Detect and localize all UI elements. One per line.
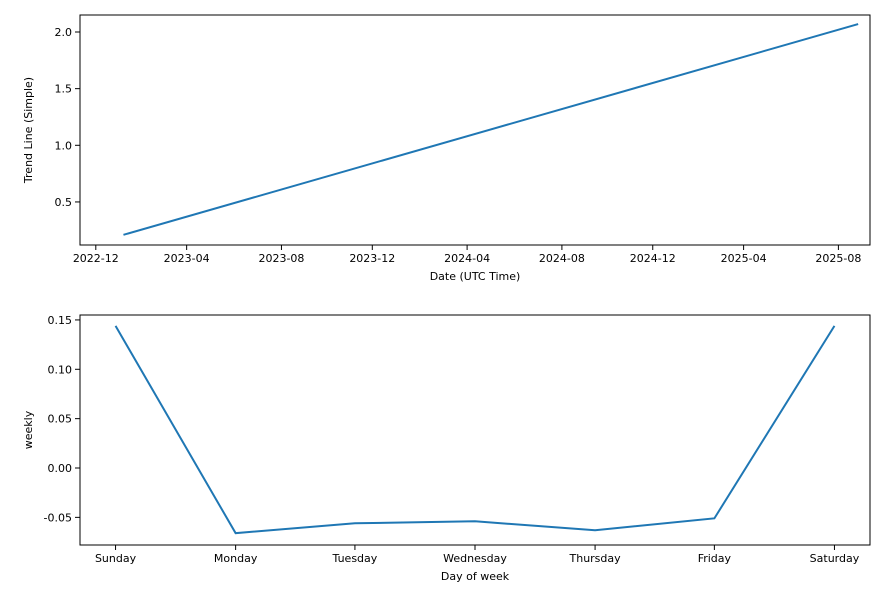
top_chart-ytick-label: 0.5 xyxy=(55,196,73,209)
top_chart-xtick-label: 2024-08 xyxy=(539,252,585,265)
bottom_chart-xlabel: Day of week xyxy=(441,570,510,583)
bottom_chart-xtick-label: Sunday xyxy=(95,552,137,565)
bottom_chart-xtick-label: Friday xyxy=(698,552,732,565)
top_chart-xlabel: Date (UTC Time) xyxy=(430,270,521,283)
bottom_chart-plot-border xyxy=(80,315,870,545)
top_chart-data-line xyxy=(123,24,858,235)
top_chart-xtick-label: 2025-08 xyxy=(815,252,861,265)
top_chart-xtick-label: 2025-04 xyxy=(721,252,767,265)
bottom_chart-ytick-label: 0.05 xyxy=(48,413,73,426)
bottom_chart-data-line xyxy=(116,326,835,533)
bottom_chart-ytick-label: 0.00 xyxy=(48,462,73,475)
top_chart-xtick-label: 2024-04 xyxy=(444,252,490,265)
bottom_chart-xtick-label: Thursday xyxy=(569,552,622,565)
bottom_chart-ytick-label: 0.10 xyxy=(48,363,73,376)
top_chart-xtick-label: 2024-12 xyxy=(630,252,676,265)
bottom_chart-ylabel: weekly xyxy=(22,410,35,449)
bottom_chart-xtick-label: Monday xyxy=(214,552,258,565)
bottom_chart-xtick-label: Saturday xyxy=(810,552,860,565)
figure: 0.5 1.0 1.5 2.0 2022-12 2023-04 2023-08 2023-12… xyxy=(0,0,889,590)
top_chart-xtick-label: 2023-08 xyxy=(258,252,304,265)
top_chart-ytick-label: 2.0 xyxy=(55,26,73,39)
top_chart-xtick-label: 2023-12 xyxy=(349,252,395,265)
bottom_chart-ytick-label: -0.05 xyxy=(44,511,72,524)
bottom_chart-xtick-label: Tuesday xyxy=(332,552,378,565)
bottom_chart-xtick-label: Wednesday xyxy=(443,552,507,565)
top_chart-ylabel: Trend Line (Simple) xyxy=(22,77,35,184)
top_chart-xtick-label: 2023-04 xyxy=(164,252,210,265)
chart-svg: 0.5 1.0 1.5 2.0 2022-12 2023-04 2023-08 2023-12… xyxy=(0,0,889,590)
top_chart-ytick-label: 1.0 xyxy=(55,139,73,152)
bottom_chart-ytick-label: 0.15 xyxy=(48,314,73,327)
top_chart-plot-border xyxy=(80,15,870,245)
top_chart-ytick-label: 1.5 xyxy=(55,83,73,96)
top_chart-xtick-label: 2022-12 xyxy=(73,252,119,265)
